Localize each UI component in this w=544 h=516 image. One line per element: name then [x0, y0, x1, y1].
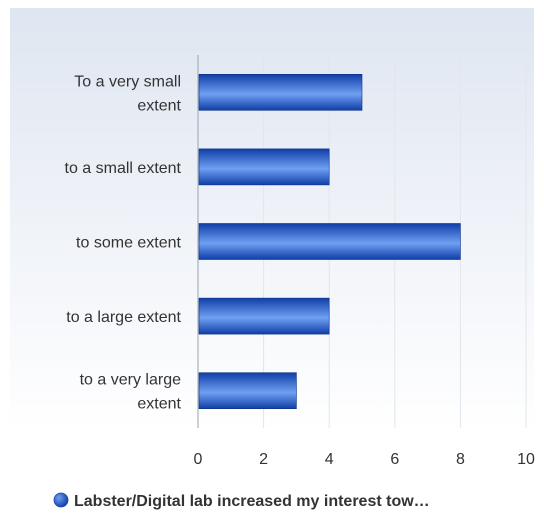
- category-label: To a very small extent: [74, 73, 181, 114]
- x-tick-label: 10: [517, 451, 535, 468]
- category-label: to some extent: [76, 235, 182, 252]
- legend-label: Labster/Digital lab increased my interes…: [74, 493, 430, 510]
- x-tick-label: 2: [259, 451, 268, 468]
- bar: [198, 223, 461, 260]
- bar: [198, 148, 330, 186]
- category-label: to a small extent: [65, 160, 182, 177]
- category-labels: To a very small extent to a small extent to…: [65, 73, 182, 412]
- legend: Labster/Digital lab increased my interes…: [53, 492, 430, 510]
- category-label-line: to some extent: [76, 235, 182, 252]
- x-tick-label: 8: [456, 451, 465, 468]
- x-axis-ticks: 0 2 4 6 8 10: [194, 451, 535, 468]
- category-label-line: to a very large: [80, 372, 181, 389]
- category-label-line: to a small extent: [65, 160, 182, 177]
- category-label: to a very large extent: [80, 372, 182, 413]
- legend-marker: [53, 492, 69, 508]
- x-tick-label: 0: [194, 451, 203, 468]
- category-label: to a large extent: [66, 309, 181, 326]
- category-label-line: extent: [137, 396, 181, 413]
- category-label-line: To a very small: [74, 73, 181, 90]
- bar: [198, 74, 363, 111]
- bars: [198, 74, 461, 410]
- category-label-line: to a large extent: [66, 309, 181, 326]
- x-tick-label: 4: [325, 451, 334, 468]
- bar: [198, 297, 330, 335]
- category-label-line: extent: [137, 97, 181, 114]
- x-tick-label: 6: [390, 451, 399, 468]
- bar: [198, 372, 297, 410]
